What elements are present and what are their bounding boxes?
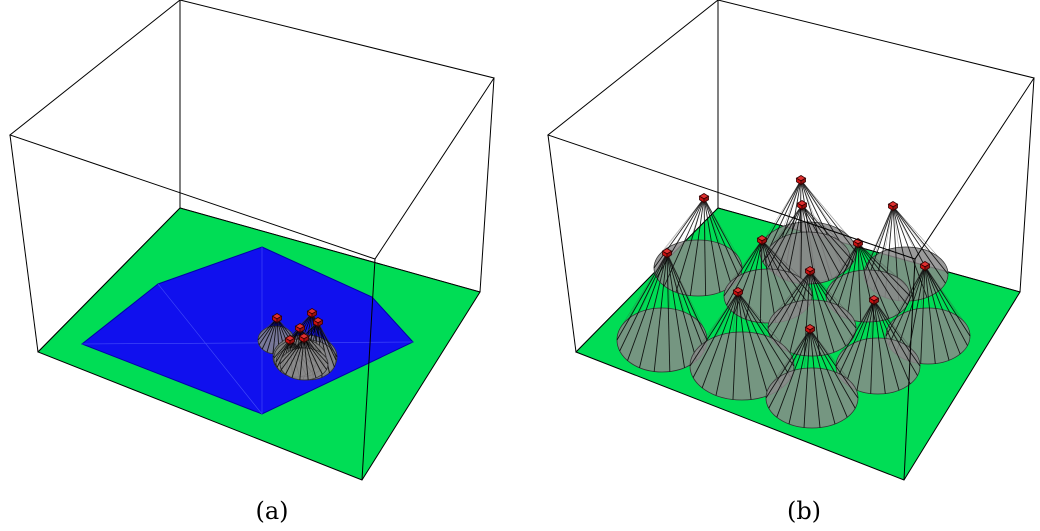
panel-a-sensor-1 bbox=[271, 313, 283, 324]
panel-a-sensor-cones bbox=[257, 308, 338, 381]
panel-b-sensor-6 bbox=[756, 235, 768, 246]
panel-a-cone-6 bbox=[279, 333, 329, 381]
panel-b-sensor-9 bbox=[804, 266, 816, 277]
panel-b bbox=[546, 0, 1035, 481]
panel-b-cone-4 bbox=[765, 200, 851, 285]
panel-b-cone-11 bbox=[689, 287, 795, 401]
panel-b-sensor-5 bbox=[852, 238, 864, 249]
panel-b-box-front bbox=[546, 0, 1035, 481]
panel-b-sensor-3 bbox=[698, 193, 710, 204]
panel-a-sensor-6 bbox=[298, 333, 310, 344]
panel-b-caption: (b) bbox=[786, 497, 822, 525]
panel-b-sensor-11 bbox=[732, 287, 744, 298]
panel-a-sensor-5 bbox=[284, 335, 296, 346]
panel-b-sensor-7 bbox=[919, 261, 931, 272]
panel-b-sensor-cones bbox=[616, 175, 971, 429]
panel-a-sensor-2 bbox=[306, 308, 318, 319]
panel-b-cone-10 bbox=[835, 295, 921, 395]
panel-a-box-front bbox=[8, 0, 495, 481]
panel-b-cone-8 bbox=[616, 248, 708, 373]
panel-b-sensor-8 bbox=[661, 248, 673, 259]
panel-a-sensor-4 bbox=[294, 323, 306, 334]
panel-b-cone-12 bbox=[765, 324, 859, 429]
panel-a-cone-base-6 bbox=[279, 347, 329, 381]
panel-b-cone-3 bbox=[653, 193, 743, 297]
panel-b-sensor-1 bbox=[795, 175, 807, 186]
panel-b-sensor-12 bbox=[804, 324, 816, 335]
panel-b-sensor-2 bbox=[887, 201, 899, 212]
panel-a-sensor-3 bbox=[312, 317, 324, 328]
panel-a-caption: (a) bbox=[255, 497, 289, 525]
panel-a bbox=[8, 0, 495, 481]
panel-b-sensor-10 bbox=[868, 295, 880, 306]
panel-b-sensor-4 bbox=[796, 200, 808, 211]
